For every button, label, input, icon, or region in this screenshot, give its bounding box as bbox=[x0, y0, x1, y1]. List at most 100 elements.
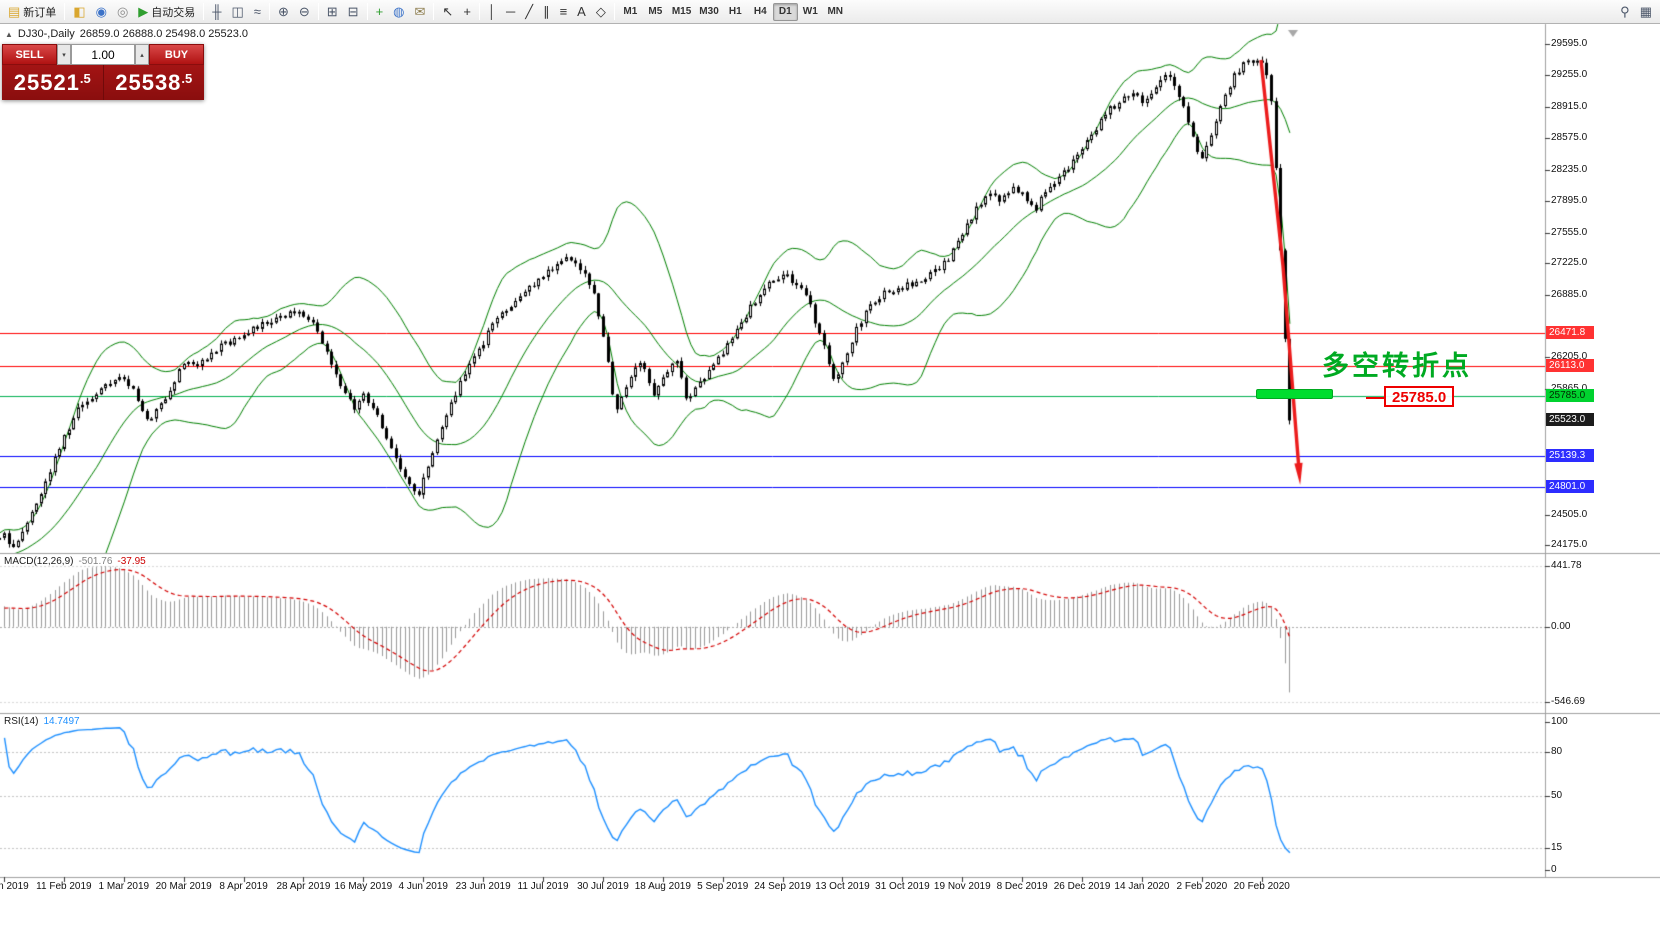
community-button[interactable]: ◎ bbox=[112, 2, 133, 22]
time-label: 11 Feb 2019 bbox=[36, 881, 92, 892]
zoom-out-button[interactable]: ⊖ bbox=[294, 2, 315, 22]
data-window-button[interactable]: ▦ bbox=[1635, 2, 1657, 22]
add-indicator-button[interactable]: + bbox=[371, 2, 389, 22]
time-label: 19 Nov 2019 bbox=[933, 881, 991, 892]
timeframe-M30-button[interactable]: M30 bbox=[695, 3, 722, 21]
timeframe-M5-button[interactable]: M5 bbox=[643, 3, 668, 21]
mailbox-button[interactable]: ✉ bbox=[410, 2, 431, 22]
sell-button[interactable]: SELL bbox=[2, 44, 57, 65]
bar-chart-button[interactable]: ╫ bbox=[207, 2, 226, 22]
toolbar-separator bbox=[64, 3, 66, 20]
text-label-icon: A bbox=[577, 4, 586, 19]
cursor-button[interactable]: ↖ bbox=[437, 2, 458, 22]
indicator-list-icon: ⊟ bbox=[347, 4, 359, 19]
buy-price-frac: .5 bbox=[181, 70, 193, 86]
text-label-button[interactable]: A bbox=[572, 2, 591, 22]
level-label-pointer bbox=[1366, 397, 1384, 399]
toolbar-separator bbox=[366, 3, 368, 20]
tile-windows-button[interactable]: ⊞ bbox=[322, 2, 343, 22]
toolbar-separator bbox=[268, 3, 270, 20]
open-chart-button[interactable]: ◧ bbox=[68, 2, 90, 22]
search-button[interactable]: ⚲ bbox=[1615, 2, 1635, 22]
volume-down-button[interactable]: ▾ bbox=[57, 44, 71, 65]
horizontal-line-icon: ─ bbox=[506, 4, 516, 19]
price-tag: 24801.0 bbox=[1546, 480, 1594, 494]
shapes-icon: ◇ bbox=[595, 4, 606, 19]
timeframe-MN-button[interactable]: MN bbox=[823, 3, 848, 21]
fibonacci-icon: ≡ bbox=[559, 4, 568, 19]
time-label: 1 Mar 2019 bbox=[98, 881, 150, 892]
fibonacci-button[interactable]: ≡ bbox=[555, 2, 573, 22]
horizontal-line-button[interactable]: ─ bbox=[501, 2, 520, 22]
time-label: 11 Jul 2019 bbox=[517, 881, 569, 892]
zoom-out-icon: ⊖ bbox=[298, 4, 310, 19]
zoom-in-icon: ⊕ bbox=[277, 4, 289, 19]
time-label: 8 Dec 2019 bbox=[996, 881, 1048, 892]
time-label: 18 Aug 2019 bbox=[634, 881, 691, 892]
vertical-line-button[interactable]: │ bbox=[483, 2, 501, 22]
timeframe-H4-button[interactable]: H4 bbox=[748, 3, 773, 21]
macd-axis-label: 0.00 bbox=[1551, 620, 1571, 632]
market-watch-icon: ◉ bbox=[95, 4, 107, 19]
new-order-button[interactable]: ▤ 新订单 bbox=[3, 2, 61, 22]
price-tag: 25785.0 bbox=[1546, 389, 1594, 403]
autotrade-label: 自动交易 bbox=[151, 6, 196, 19]
shapes-button[interactable]: ◇ bbox=[591, 2, 611, 22]
toolbar-separator bbox=[203, 3, 205, 20]
timeframe-M1-button[interactable]: M1 bbox=[618, 3, 643, 21]
sell-price[interactable]: 25521.5 bbox=[2, 70, 103, 96]
one-click-trading-widget: SELL ▾ ▴ BUY 25521.5 25538.5 bbox=[2, 44, 204, 100]
macd-main-value: -501.76 bbox=[78, 556, 113, 567]
candlestick-chart-icon: ◫ bbox=[231, 4, 244, 19]
rsi-axis-label: 100 bbox=[1551, 716, 1568, 727]
price-tick: 29595.0 bbox=[1551, 38, 1588, 50]
crosshair-icon: + bbox=[463, 4, 471, 19]
market-watch-button[interactable]: ◉ bbox=[91, 2, 112, 22]
buy-price[interactable]: 25538.5 bbox=[104, 70, 205, 96]
navigator-button[interactable]: ◍ bbox=[388, 2, 409, 22]
line-chart-icon: ≈ bbox=[253, 4, 261, 19]
line-chart-button[interactable]: ≈ bbox=[249, 2, 266, 22]
rsi-axis-label: 15 bbox=[1551, 841, 1563, 853]
toolbar-separator bbox=[478, 3, 480, 20]
candlestick-chart-button[interactable]: ◫ bbox=[227, 2, 249, 22]
turning-point-label[interactable]: 多空转折点 bbox=[1322, 351, 1472, 381]
bar-chart-icon: ╫ bbox=[212, 4, 222, 19]
macd-axis-label: -546.69 bbox=[1551, 696, 1585, 707]
time-label: 31 Oct 2019 bbox=[875, 881, 930, 892]
volume-input[interactable] bbox=[71, 44, 135, 65]
rsi-header: RSI(14) 14.7497 bbox=[4, 716, 85, 727]
price-tick: 28235.0 bbox=[1551, 163, 1588, 175]
price-tick: 25865.0 bbox=[1551, 383, 1587, 394]
rsi-axis-label: 0 bbox=[1551, 864, 1557, 875]
timeframe-M15-button[interactable]: M15 bbox=[668, 3, 695, 21]
time-label: 30 Jul 2019 bbox=[577, 881, 629, 892]
sell-price-frac: .5 bbox=[79, 70, 91, 86]
price-tick: 26885.0 bbox=[1551, 288, 1588, 300]
timeframe-W1-button[interactable]: W1 bbox=[798, 3, 823, 21]
crosshair-button[interactable]: + bbox=[458, 2, 476, 22]
channel-icon: ∥ bbox=[543, 4, 550, 19]
buy-button[interactable]: BUY bbox=[149, 44, 204, 65]
volume-up-button[interactable]: ▴ bbox=[135, 44, 149, 65]
time-label: 26 Dec 2019 bbox=[1053, 881, 1111, 892]
timeframe-H1-button[interactable]: H1 bbox=[723, 3, 748, 21]
indicator-list-button[interactable]: ⊟ bbox=[343, 2, 364, 22]
rsi-axis-label: 80 bbox=[1551, 745, 1563, 757]
macd-name: MACD(12,26,9) bbox=[4, 556, 74, 567]
trendline-button[interactable]: ╱ bbox=[520, 2, 538, 22]
channel-button[interactable]: ∥ bbox=[538, 2, 555, 22]
data-window-icon: ▦ bbox=[1639, 4, 1652, 19]
zoom-in-button[interactable]: ⊕ bbox=[273, 2, 294, 22]
timeframe-D1-button[interactable]: D1 bbox=[772, 2, 798, 21]
mailbox-icon: ✉ bbox=[414, 4, 426, 19]
open-chart-icon: ◧ bbox=[73, 4, 86, 19]
price-tick: 27225.0 bbox=[1551, 257, 1588, 269]
level-price-label[interactable]: 25785.0 bbox=[1384, 386, 1455, 407]
price-divider bbox=[102, 65, 104, 100]
autotrade-button[interactable]: ▶ 自动交易 bbox=[133, 2, 200, 22]
time-label: 16 May 2019 bbox=[334, 881, 393, 892]
time-label: 20 Feb 2020 bbox=[1233, 881, 1290, 892]
turning-point-highlight[interactable] bbox=[1256, 389, 1333, 399]
